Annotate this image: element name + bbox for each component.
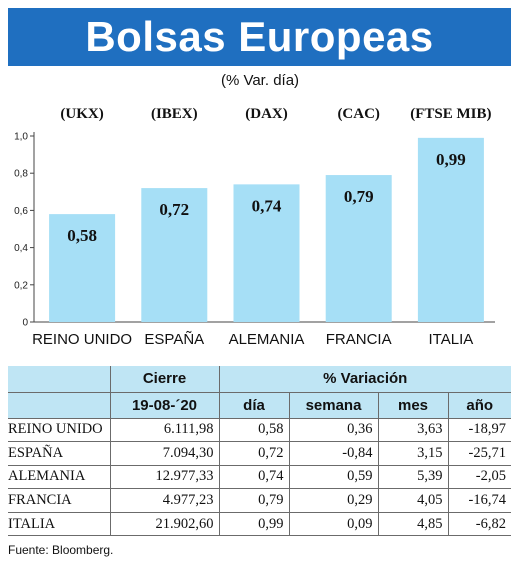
category-label: FRANCIA <box>326 331 392 348</box>
table-header-semana: semana <box>288 391 378 418</box>
chart-subtitle: (% Var. día) <box>220 72 300 89</box>
bar-value-label: 0,74 <box>252 196 282 215</box>
table-row: REINO UNIDO 6.111,98 0,58 0,36 3,63 -18,97 <box>8 417 511 443</box>
cell-cierre: 21.902,60 <box>109 512 219 537</box>
cell-semana: 0,36 <box>288 417 378 443</box>
bar <box>141 188 208 322</box>
cell-ano: -16,74 <box>447 488 511 513</box>
cell-dia: 0,79 <box>218 488 289 513</box>
table-header-dia: día <box>218 391 289 418</box>
cell-mes: 3,63 <box>377 417 448 443</box>
cell-dia: 0,99 <box>218 512 289 537</box>
cell-cierre: 4.977,23 <box>109 488 219 513</box>
table-header-blank <box>8 391 110 418</box>
index-label: (CAC) <box>337 106 380 122</box>
bar-value-label: 0,79 <box>344 187 374 206</box>
cell-ano: -2,05 <box>447 465 511 490</box>
index-label: (IBEX) <box>151 106 198 122</box>
cell-mes: 4,05 <box>377 488 448 513</box>
cell-dia: 0,74 <box>218 465 289 490</box>
cell-dia: 0,58 <box>218 417 289 443</box>
cell-mes: 5,39 <box>377 465 448 490</box>
cell-ano: -18,97 <box>447 417 511 443</box>
cell-semana: -0,84 <box>288 441 378 466</box>
cell-mes: 4,85 <box>377 512 448 537</box>
bar <box>417 137 484 322</box>
bar-value-label: 0,72 <box>159 200 189 219</box>
cell-semana: 0,29 <box>288 488 378 513</box>
table-header-blank <box>8 366 110 392</box>
bar <box>325 175 392 322</box>
cell-ano: -25,71 <box>447 441 511 466</box>
table-row: ESPAÑA 7.094,30 0,72 -0,84 3,15 -25,71 <box>8 441 511 466</box>
table-row: ITALIA 21.902,60 0,99 0,09 4,85 -6,82 <box>8 512 511 537</box>
category-label: ALEMANIA <box>229 331 305 348</box>
y-tick-label: 0,2 <box>14 280 28 291</box>
source-note: Fuente: Bloomberg. <box>8 543 114 557</box>
table-header-ano: año <box>447 391 511 418</box>
table-header-variacion: % Variación <box>218 366 511 392</box>
cell-name: ITALIA <box>8 512 110 537</box>
cell-cierre: 7.094,30 <box>109 441 219 466</box>
y-tick-label: 0,8 <box>14 169 28 180</box>
y-tick-label: 1,0 <box>14 132 28 143</box>
cell-semana: 0,09 <box>288 512 378 537</box>
cell-cierre: 12.977,33 <box>109 465 219 490</box>
cell-ano: -6,82 <box>447 512 511 537</box>
y-tick-label: 0,6 <box>14 206 28 217</box>
table-header-mes: mes <box>377 391 448 418</box>
table-header-date: 19-08-´20 <box>109 391 219 418</box>
cell-dia: 0,72 <box>218 441 289 466</box>
y-tick-label: 0 <box>22 318 28 329</box>
y-tick-label: 0,4 <box>14 243 28 254</box>
bar <box>233 184 300 322</box>
index-label: (UKX) <box>60 106 103 122</box>
cell-name: ESPAÑA <box>8 441 110 466</box>
bar-value-label: 0,99 <box>436 150 466 169</box>
bar-chart: 0 0,2 0,4 0,6 0,8 1,0 0,58 (UKX) REINO UNIDO 0,72… <box>14 106 495 348</box>
table-header-cierre: Cierre <box>109 366 219 392</box>
stock-table: Cierre % Variación 19-08-´20 día semana … <box>8 366 511 537</box>
cell-cierre: 6.111,98 <box>109 417 219 443</box>
bar <box>49 214 116 322</box>
cell-name: ALEMANIA <box>8 465 110 490</box>
category-label: REINO UNIDO <box>32 331 132 348</box>
cell-mes: 3,15 <box>377 441 448 466</box>
index-label: (FTSE MIB) <box>410 106 491 122</box>
table-row: FRANCIA 4.977,23 0,79 0,29 4,05 -16,74 <box>8 488 511 513</box>
cell-name: FRANCIA <box>8 488 110 513</box>
cell-name: REINO UNIDO <box>8 417 110 443</box>
table-row: ALEMANIA 12.977,33 0,74 0,59 5,39 -2,05 <box>8 465 511 490</box>
category-label: ESPAÑA <box>144 331 204 348</box>
category-label: ITALIA <box>429 331 474 348</box>
bar-value-label: 0,58 <box>67 226 97 245</box>
page-title: Bolsas Europeas <box>8 8 511 66</box>
cell-semana: 0,59 <box>288 465 378 490</box>
index-label: (DAX) <box>245 106 288 122</box>
